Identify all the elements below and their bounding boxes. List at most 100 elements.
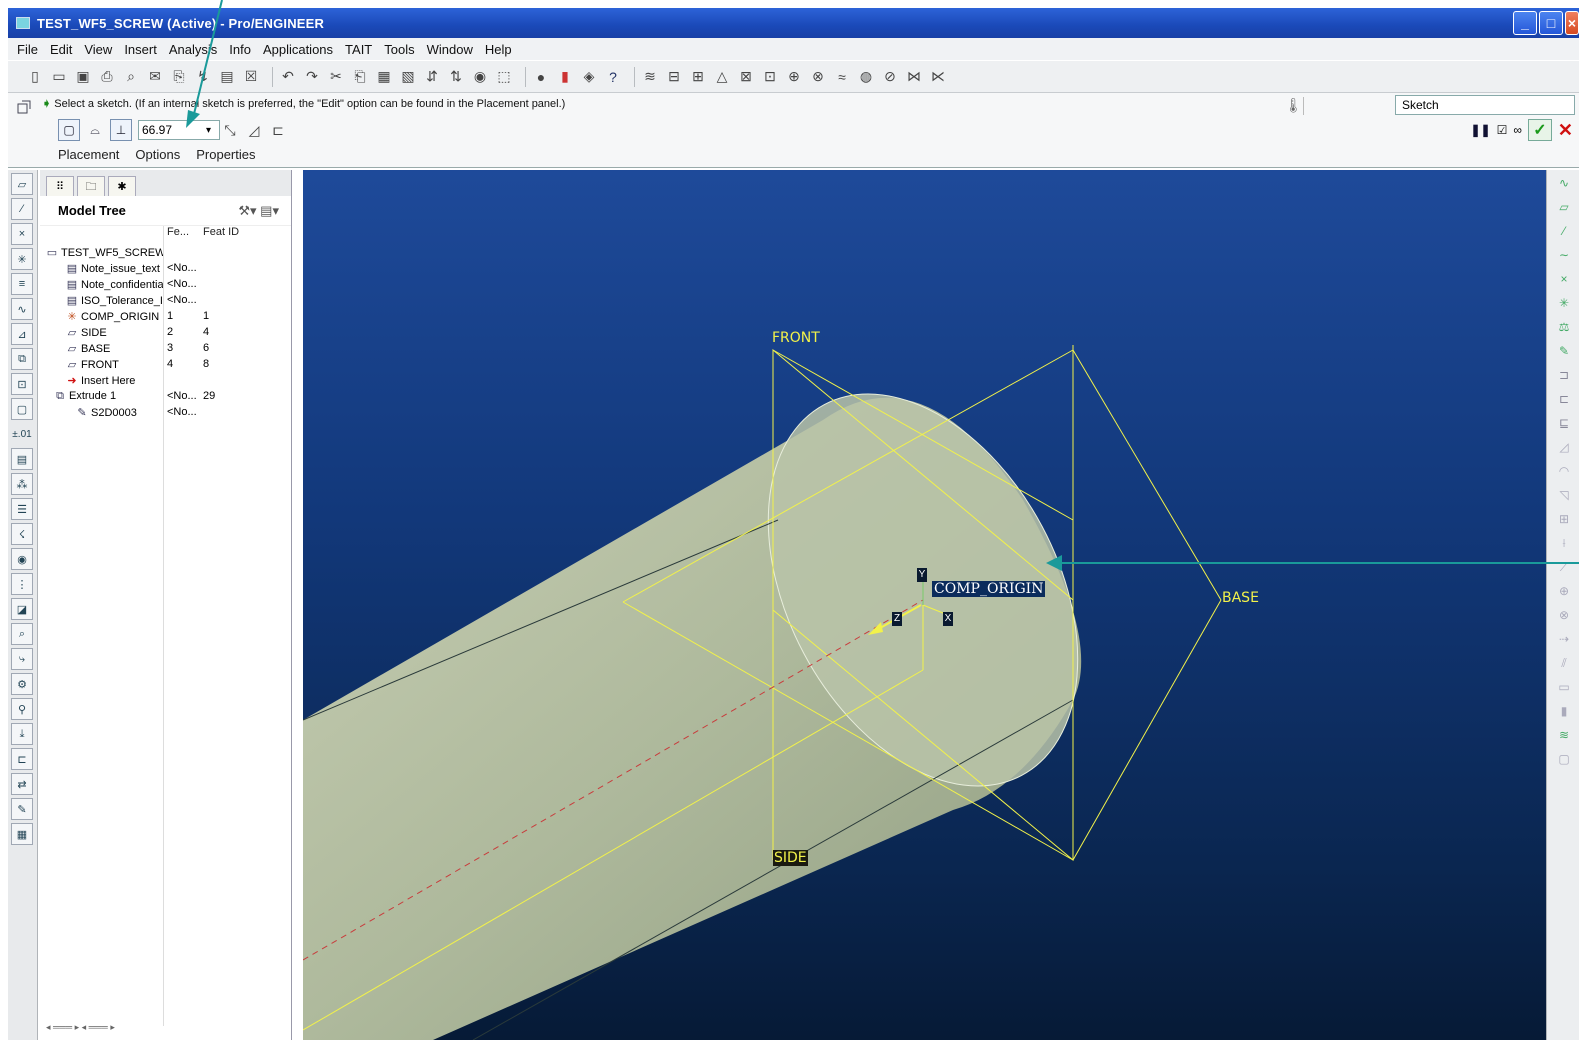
- hole-icon[interactable]: ⊐: [1558, 368, 1570, 382]
- sketch-pen-icon[interactable]: ✎: [1558, 344, 1570, 358]
- cut-icon[interactable]: ✂: [330, 68, 342, 84]
- pattern-icon[interactable]: ⊞: [1558, 512, 1570, 526]
- window-activate-icon[interactable]: ▤: [220, 68, 234, 84]
- verify-glasses-icon[interactable]: ∞: [1513, 123, 1522, 137]
- mirror-icon[interactable]: ⟊: [1562, 536, 1566, 550]
- pencil-tool-icon[interactable]: ✎: [11, 798, 33, 820]
- copy-icon[interactable]: ⎗: [354, 68, 366, 84]
- report-tool-icon[interactable]: ▦: [11, 823, 33, 845]
- view-icon-3[interactable]: △: [716, 68, 728, 84]
- undo-icon[interactable]: ↶: [282, 68, 294, 84]
- paste-icon[interactable]: ▦: [377, 68, 391, 84]
- print-icon[interactable]: ⎙: [101, 68, 113, 84]
- datum-plane-icon[interactable]: ▱: [1559, 200, 1569, 214]
- favorites-tab-icon[interactable]: ✱: [108, 176, 136, 196]
- regen-manager-icon[interactable]: ⇅: [450, 68, 462, 84]
- annotation-tool-icon[interactable]: ≡: [11, 273, 33, 295]
- datum-axis-icon[interactable]: ⁄: [1562, 224, 1565, 238]
- insert-tool-icon[interactable]: ⤓: [11, 723, 33, 745]
- offset-icon[interactable]: ⫽: [1561, 656, 1567, 670]
- new-file-icon[interactable]: ▯: [31, 68, 39, 84]
- csys-icon[interactable]: ✳: [1558, 296, 1570, 310]
- base-plane-label[interactable]: BASE: [1222, 590, 1259, 606]
- menu-tools[interactable]: Tools: [384, 41, 415, 57]
- csys-origin-label[interactable]: COMP_ORIGIN: [932, 581, 1046, 597]
- datum-point-tool-icon[interactable]: ×: [11, 223, 33, 245]
- param-tool-icon[interactable]: ⁂: [11, 473, 33, 495]
- minimize-button[interactable]: _: [1513, 11, 1537, 35]
- thicken-icon[interactable]: ⊏: [272, 121, 284, 138]
- side-plane-label[interactable]: SIDE: [773, 850, 808, 866]
- surface-option-icon[interactable]: ⌓: [90, 122, 100, 137]
- csys-tool-icon[interactable]: ✳: [11, 248, 33, 270]
- view-icon-4[interactable]: ⊠: [740, 68, 752, 84]
- menu-info[interactable]: Info: [229, 41, 251, 57]
- menu-window[interactable]: Window: [426, 41, 473, 57]
- appearance-icon[interactable]: ▮: [561, 68, 569, 84]
- view-icon-12[interactable]: ⋉: [931, 68, 945, 84]
- sketch-tool-icon[interactable]: ⊿: [11, 323, 33, 345]
- tree-row[interactable]: ✳ COMP_ORIGIN 1 1: [40, 310, 291, 326]
- select-box-icon[interactable]: ⬚: [497, 68, 511, 84]
- curve-tool-icon[interactable]: ∿: [11, 298, 33, 320]
- zoom-tool-icon[interactable]: ⌕: [11, 623, 33, 645]
- tree-row[interactable]: ▤ Note_issue_text <No...: [40, 262, 291, 278]
- menu-applications[interactable]: Applications: [262, 41, 334, 57]
- tree-row[interactable]: ▱ FRONT 4 8: [40, 358, 291, 374]
- rename-tool-icon[interactable]: ⊏: [11, 748, 33, 770]
- shell-tool-icon[interactable]: ▢: [11, 398, 33, 420]
- connect-tool-icon[interactable]: ⤷: [11, 648, 33, 670]
- depth-option-icon[interactable]: ⊥: [110, 119, 132, 141]
- view-icon-8[interactable]: ≈: [838, 68, 846, 85]
- datum-curve-icon[interactable]: ∼: [1558, 248, 1570, 262]
- selection-filter[interactable]: Sketch: [1395, 95, 1575, 115]
- analysis-icon[interactable]: ⚖: [1558, 320, 1570, 334]
- tree-settings-icon[interactable]: ⚒▾ ▤▾: [238, 202, 279, 218]
- window-close-icon[interactable]: ☒: [244, 68, 258, 84]
- tree-row[interactable]: ▭ TEST_WF5_SCREW: [40, 246, 291, 262]
- draft-icon[interactable]: ◿: [1559, 440, 1569, 454]
- apply-check-icon[interactable]: ✓: [1527, 119, 1552, 141]
- datum-plane-tool-icon[interactable]: ▱: [11, 173, 33, 195]
- maximize-button[interactable]: □: [1539, 11, 1563, 35]
- cancel-x-icon[interactable]: ✕: [1557, 119, 1573, 140]
- round-icon[interactable]: ◠: [1558, 464, 1570, 478]
- find-icon[interactable]: ◉: [473, 68, 487, 84]
- rib-icon[interactable]: ⊑: [1558, 416, 1570, 430]
- datum-point-icon[interactable]: ×: [1560, 272, 1568, 286]
- hide-tool-icon[interactable]: ☇: [11, 523, 33, 545]
- display-style-icon[interactable]: ●: [536, 68, 546, 85]
- model-tree-tab-icon[interactable]: ⠿: [46, 176, 74, 196]
- menu-edit[interactable]: Edit: [49, 41, 73, 57]
- column-fe-header[interactable]: Fe...: [167, 226, 190, 238]
- sketch-view-icon[interactable]: ◪: [11, 598, 33, 620]
- sketch-spline-icon[interactable]: ∿: [1558, 176, 1570, 190]
- menu-help[interactable]: Help: [484, 41, 512, 57]
- tree-row[interactable]: ⧉ Extrude 1 <No... 29: [40, 390, 291, 406]
- preview-checkbox-icon[interactable]: ☑: [1496, 123, 1508, 137]
- tree-row[interactable]: ➜ Insert Here: [40, 374, 291, 390]
- remove-material-icon[interactable]: ◿: [248, 121, 260, 138]
- depth-dropdown-icon[interactable]: ▾: [206, 124, 212, 136]
- context-help-icon[interactable]: ?: [609, 68, 617, 85]
- tree-row[interactable]: ▱ BASE 3 6: [40, 342, 291, 358]
- email-icon[interactable]: ✉: [149, 68, 161, 84]
- graphics-viewport[interactable]: FRONT BASE SIDE COMP_ORIGIN Y X Z: [303, 170, 1546, 1040]
- menu-file[interactable]: File: [17, 41, 38, 57]
- print-preview-icon[interactable]: ⌕: [127, 68, 135, 84]
- thicken-surface-icon[interactable]: ▭: [1558, 680, 1570, 694]
- view-icon-5[interactable]: ⊡: [764, 68, 776, 84]
- datum-axis-tool-icon[interactable]: ⁄: [11, 198, 33, 220]
- chamfer-icon[interactable]: ◹: [1559, 488, 1569, 502]
- datum-display-icon[interactable]: ≋: [644, 68, 656, 84]
- pause-icon[interactable]: ❚❚: [1470, 123, 1491, 137]
- thermometer-icon[interactable]: 🌡: [1284, 97, 1304, 115]
- column-featid-header[interactable]: Feat ID: [203, 226, 240, 238]
- view-icon-9[interactable]: ◍: [859, 68, 873, 84]
- layer-tool-icon[interactable]: ☰: [11, 498, 33, 520]
- mapkey-tool-icon[interactable]: ⚲: [11, 698, 33, 720]
- redo-icon[interactable]: ↷: [306, 68, 318, 84]
- view-icon-7[interactable]: ⊗: [812, 68, 824, 84]
- view-icon-10[interactable]: ⊘: [884, 68, 896, 84]
- view-icon-1[interactable]: ⊟: [668, 68, 680, 84]
